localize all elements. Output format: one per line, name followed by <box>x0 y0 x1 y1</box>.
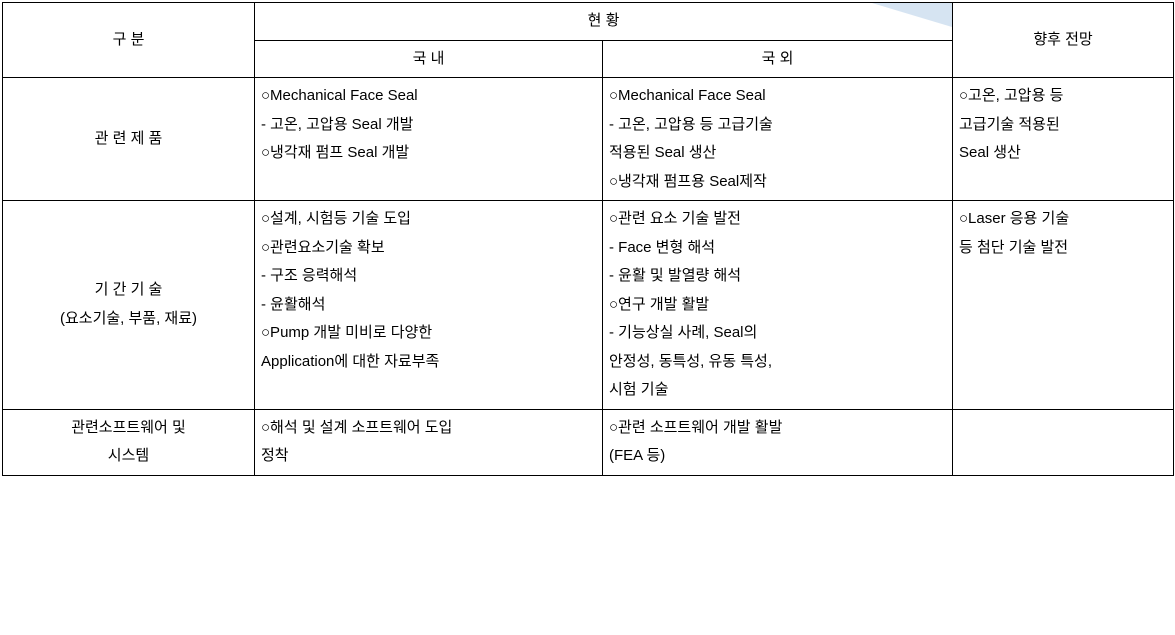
cell-future-1: ○Laser 응용 기술등 첨단 기술 발전 <box>953 201 1174 410</box>
cell-foreign-1: ○관련 요소 기술 발전 - Face 변형 해석 - 윤활 및 발열량 해석○… <box>603 201 953 410</box>
main-table: 구 분 현 황 향후 전망 국 내 국 외 관 련 제 품 ○Mechanica… <box>2 2 1174 476</box>
cell-foreign-0: ○Mechanical Face Seal - 고온, 고압용 등 고급기술 적… <box>603 78 953 201</box>
header-domestic: 국 내 <box>255 40 603 78</box>
header-status: 현 황 <box>255 3 953 41</box>
cell-domestic-2: ○해석 및 설계 소프트웨어 도입정착 <box>255 409 603 475</box>
header-row-1: 구 분 현 황 향후 전망 <box>3 3 1174 41</box>
header-status-label: 현 황 <box>588 12 620 29</box>
table-row: 기 간 기 술(요소기술, 부품, 재료) ○설계, 시험등 기술 도입○관련요… <box>3 201 1174 410</box>
header-foreign: 국 외 <box>603 40 953 78</box>
table-body: 관 련 제 품 ○Mechanical Face Seal - 고온, 고압용 … <box>3 78 1174 476</box>
decorative-triangle <box>872 3 952 27</box>
table-row: 관련소프트웨어 및시스템 ○해석 및 설계 소프트웨어 도입정착 ○관련 소프트… <box>3 409 1174 475</box>
cell-foreign-2: ○관련 소프트웨어 개발 활발(FEA 등) <box>603 409 953 475</box>
header-category: 구 분 <box>3 3 255 78</box>
table-row: 관 련 제 품 ○Mechanical Face Seal - 고온, 고압용 … <box>3 78 1174 201</box>
cell-category-2: 관련소프트웨어 및시스템 <box>3 409 255 475</box>
cell-category-1: 기 간 기 술(요소기술, 부품, 재료) <box>3 201 255 410</box>
header-future: 향후 전망 <box>953 3 1174 78</box>
cell-future-0: ○고온, 고압용 등고급기술 적용된Seal 생산 <box>953 78 1174 201</box>
cell-future-2 <box>953 409 1174 475</box>
cell-domestic-1: ○설계, 시험등 기술 도입○관련요소기술 확보 - 구조 응력해석 - 윤활해… <box>255 201 603 410</box>
cell-category-0: 관 련 제 품 <box>3 78 255 201</box>
cell-domestic-0: ○Mechanical Face Seal - 고온, 고압용 Seal 개발○… <box>255 78 603 201</box>
